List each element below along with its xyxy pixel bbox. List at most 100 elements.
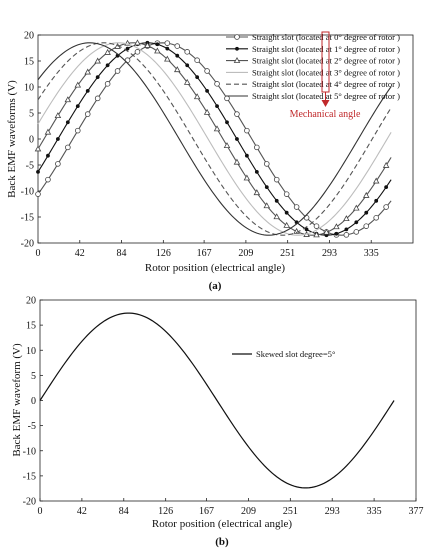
panel-b-x-axis-label: Rotor position (electrical angle) <box>152 518 293 530</box>
series-0-marker-2 <box>55 161 61 167</box>
series-2-marker-4 <box>74 81 82 88</box>
panel-b-y-tick-label: 20 <box>26 296 36 307</box>
series-1-marker-25 <box>284 210 289 215</box>
panel-b-x-tick-label: 251 <box>283 506 298 517</box>
panel-a-x-tick-label: 167 <box>197 248 212 259</box>
panel-b-y-tick-label: 15 <box>26 321 36 332</box>
series-1-marker-20 <box>235 137 239 141</box>
series-2-marker-10 <box>134 39 141 46</box>
panel-a-x-tick-label: 251 <box>280 248 295 259</box>
panel-a-y-tick-label: -20 <box>21 239 34 250</box>
series-1-marker-32 <box>354 220 359 225</box>
panel-b-y-tick-label: -15 <box>23 471 36 482</box>
panel-b-legend: Skewed slot degree=5° <box>232 349 336 359</box>
series-1-marker-1 <box>46 153 50 158</box>
series-1-marker-19 <box>225 120 229 125</box>
panel-b-y-tick-label: -10 <box>23 446 36 457</box>
series-2-marker-17 <box>203 108 211 115</box>
series-2-marker-34 <box>372 177 380 184</box>
series-2-marker-23 <box>263 202 271 209</box>
series-2-marker-21 <box>243 174 251 181</box>
series-1-marker-5 <box>85 89 90 93</box>
legend-label-2: Straight slot (located at 2° degree of r… <box>252 56 400 66</box>
series-0-marker-4 <box>74 127 81 134</box>
panel-b-x-tick-label: 209 <box>241 506 256 517</box>
series-0-marker-33 <box>363 223 370 229</box>
series-1-marker-4 <box>75 104 80 108</box>
series-2-marker-16 <box>193 93 201 100</box>
series-0-marker-31 <box>343 232 350 238</box>
series-2-marker-14 <box>173 66 181 73</box>
series-0-marker-35 <box>383 204 389 210</box>
series-2-marker-7 <box>104 48 111 55</box>
series-2-marker-30 <box>333 223 340 230</box>
series-1-marker-30 <box>334 231 339 236</box>
series-1-marker-27 <box>304 227 309 232</box>
series-1-marker-31 <box>344 227 349 232</box>
series-0-marker-16 <box>194 57 200 63</box>
series-0-marker-15 <box>184 49 191 55</box>
legend-label-5: Straight slot (located at 5° degree of r… <box>252 91 400 101</box>
series-1-marker-22 <box>254 170 259 174</box>
series-0-marker-18 <box>214 81 220 87</box>
series-0-marker-1 <box>45 176 51 183</box>
panel-a-y-tick-label: 15 <box>24 57 34 68</box>
panel-a-x-tick-label: 42 <box>75 248 85 259</box>
panel-b-y-tick-label: 5 <box>31 371 36 382</box>
series-1-marker-34 <box>374 198 379 203</box>
series-2-marker-25 <box>283 221 290 228</box>
panel-a-x-tick-label: 293 <box>322 248 337 259</box>
series-1-marker-21 <box>244 153 249 158</box>
series-0-marker-26 <box>293 204 300 210</box>
legend-label-3: Straight slot (located at 3° degree of r… <box>252 67 400 77</box>
series-0-marker-17 <box>204 68 210 74</box>
series-0-marker-13 <box>164 40 171 46</box>
series-1-marker-15 <box>185 63 190 68</box>
series-2-marker-6 <box>94 57 101 64</box>
panel-b-x-tick-label: 377 <box>409 506 424 517</box>
panel-a-y-tick-label: -5 <box>26 161 34 172</box>
series-line-3 <box>37 42 392 236</box>
series-0-marker-25 <box>283 191 290 197</box>
panel-b-plot-frame <box>39 299 417 502</box>
series-0-marker-23 <box>263 161 270 167</box>
series-0-marker-10 <box>134 49 141 55</box>
annotation-text: Mechanical angle <box>290 109 361 120</box>
series-2-marker-13 <box>164 55 171 62</box>
series-1-marker-33 <box>364 210 369 215</box>
series-1-marker-16 <box>195 75 200 80</box>
series-2-marker-5 <box>84 68 92 75</box>
series-0-marker-19 <box>224 95 230 102</box>
panel-b-caption-label: (b) <box>215 536 229 548</box>
series-0-marker-21 <box>244 127 250 134</box>
series-2-marker-24 <box>273 213 281 220</box>
series-2-marker-31 <box>343 215 350 222</box>
panel-b-y-tick-label: -5 <box>28 421 36 432</box>
series-2-marker-2 <box>54 112 62 119</box>
series-2-marker-22 <box>253 189 261 196</box>
panel-a-y-tick-label: 0 <box>29 135 34 146</box>
annotation-arrow-head <box>321 100 330 107</box>
series-2-marker-0 <box>34 145 42 152</box>
panel-a-legend: Straight slot (located at 0° degree of r… <box>226 32 400 101</box>
series-2-marker-29 <box>323 228 330 235</box>
series-1-marker-23 <box>264 185 269 190</box>
panel-b-legend-label-0: Skewed slot degree=5° <box>256 349 336 359</box>
series-2-marker-11 <box>144 42 151 48</box>
panel-a-y-tick-label: -15 <box>21 213 34 224</box>
legend-marker-2 <box>233 56 241 63</box>
series-1-marker-14 <box>175 53 180 58</box>
series-2-marker-12 <box>154 47 161 54</box>
series-1-marker-9 <box>125 46 130 51</box>
panel-a-y-tick-label: 10 <box>24 83 34 94</box>
panel-b-x-tick-label: 293 <box>325 506 340 517</box>
series-0-marker-0 <box>35 191 41 197</box>
panel-a-x-tick-label: 0 <box>36 248 41 259</box>
series-2-marker-18 <box>213 125 221 132</box>
series-1-marker-35 <box>384 185 389 190</box>
legend-label-1: Straight slot (located at 1° degree of r… <box>252 44 400 54</box>
panel-a-annotation: Mechanical angle <box>290 31 361 120</box>
series-0-marker-8 <box>114 68 121 74</box>
panel-b-x-tick-label: 335 <box>367 506 382 517</box>
